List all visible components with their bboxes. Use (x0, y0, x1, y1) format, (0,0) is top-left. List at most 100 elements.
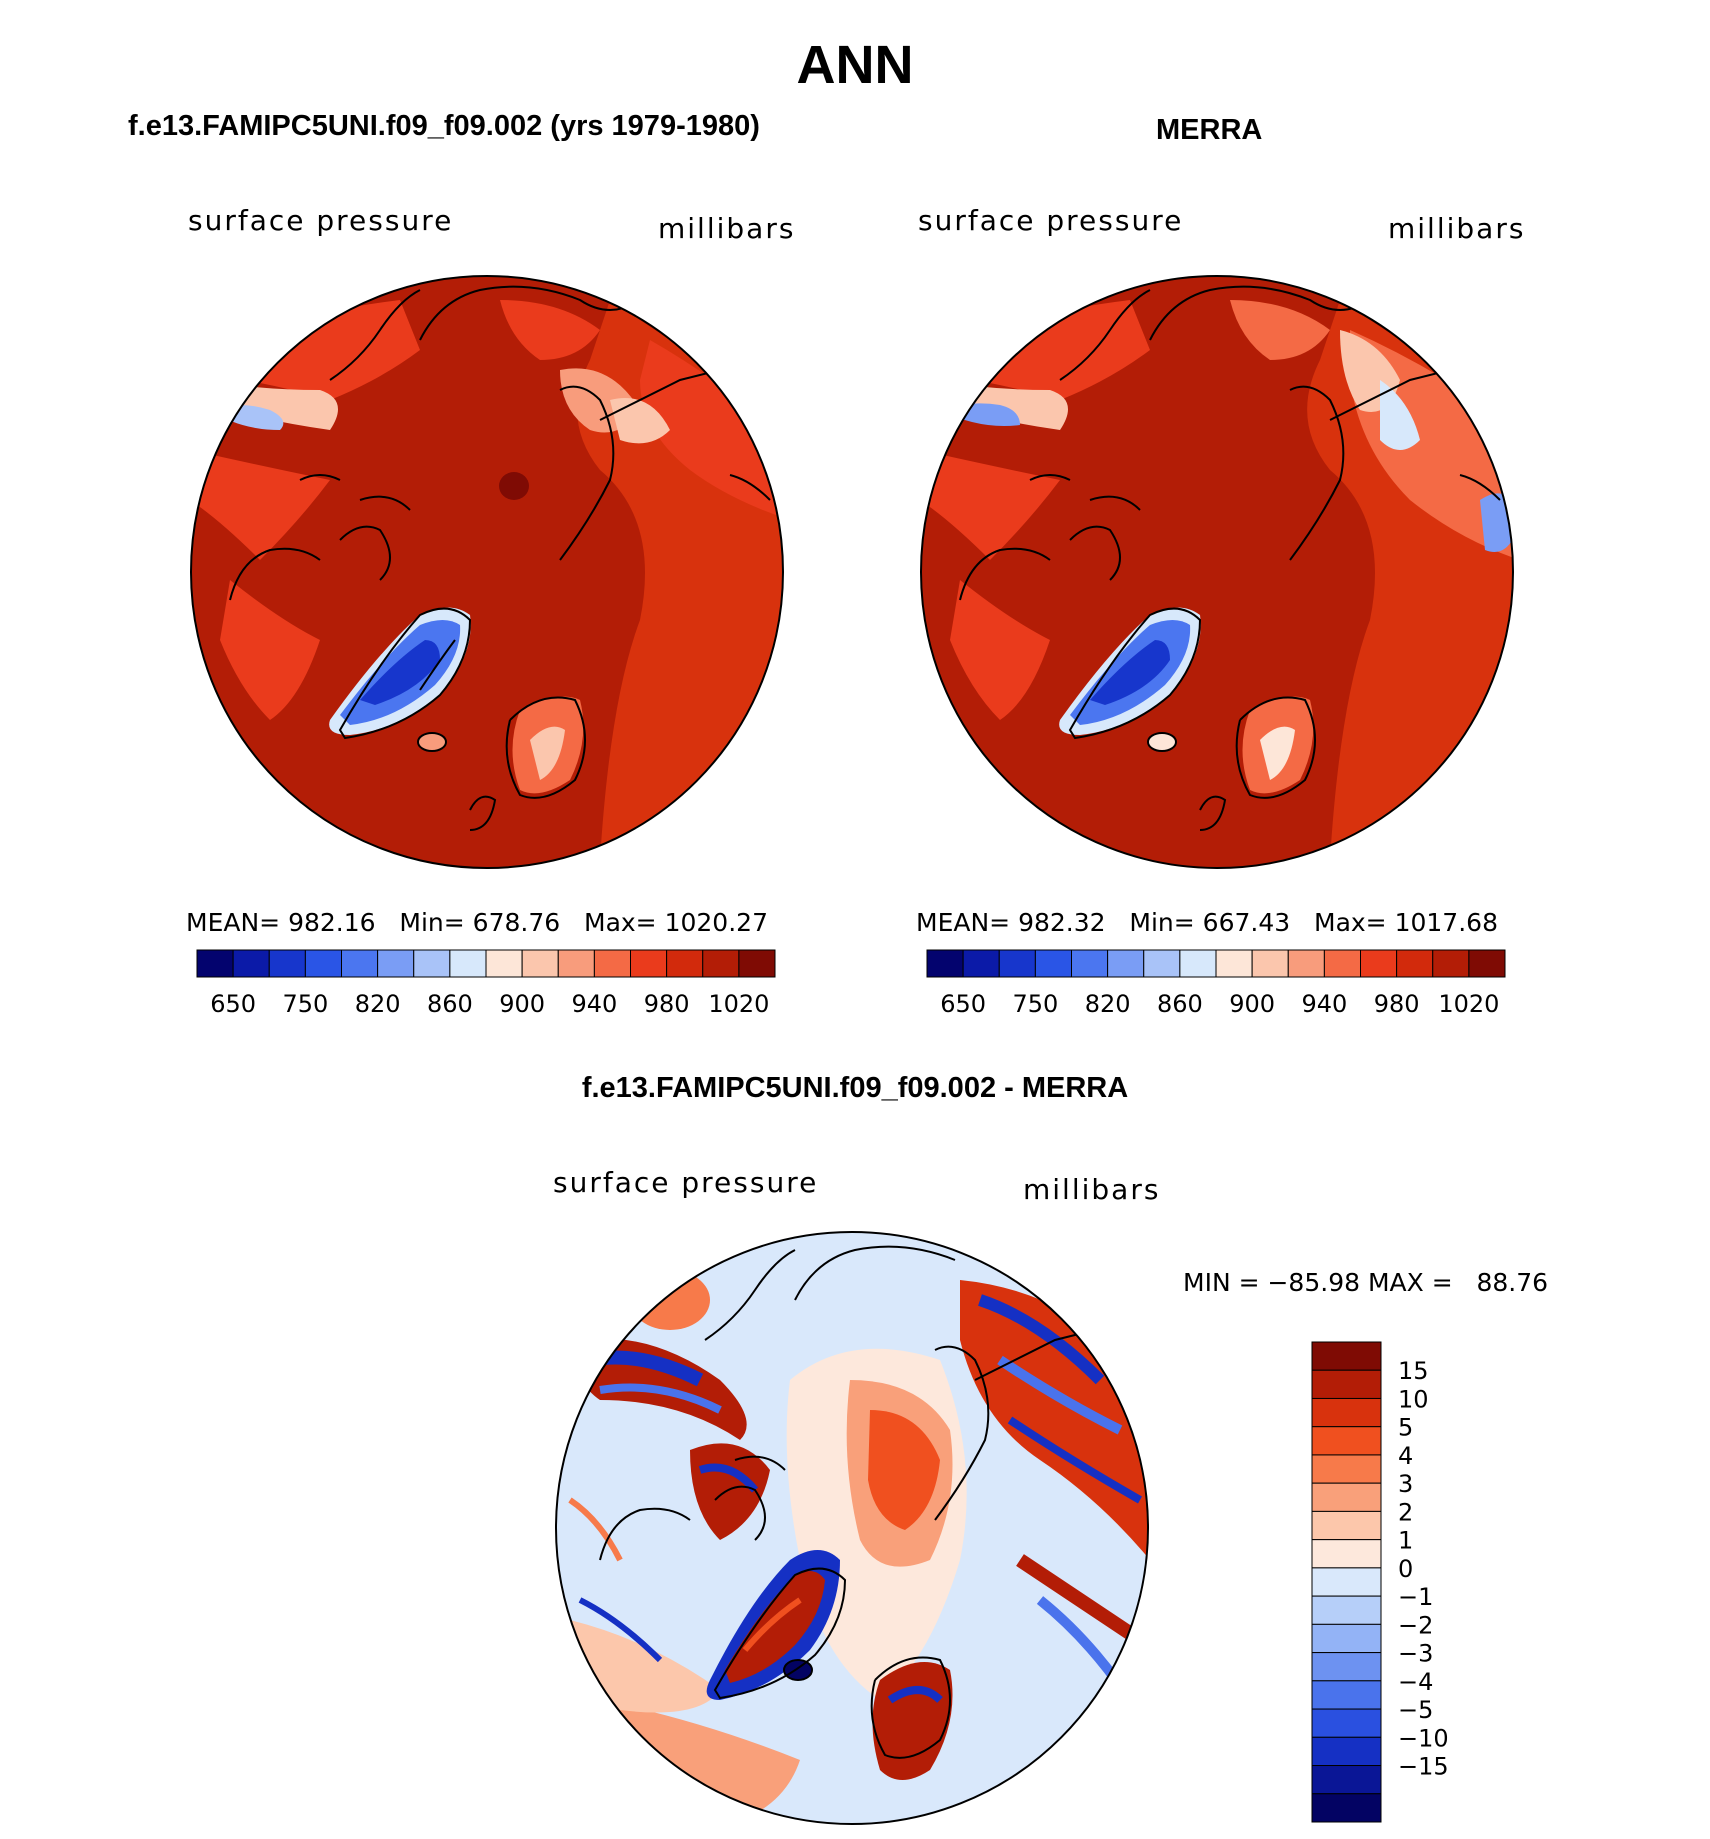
colorbar-box (413, 949, 451, 978)
colorbar-box (1034, 949, 1072, 978)
colorbar-tick-label: 4 (1398, 1442, 1413, 1470)
colorbar-tick-label: 1 (1398, 1527, 1413, 1555)
colorbar-tick-label: 820 (1085, 990, 1131, 1018)
colorbar-box (1311, 1680, 1382, 1710)
colorbar-box (1311, 1652, 1382, 1682)
figure-title: ANN (796, 35, 914, 95)
colorbar-box (232, 949, 270, 978)
panel-title-merra: MERRA (1156, 114, 1263, 146)
stats-diff: MIN = −85.98 MAX = 88.76 (1183, 1268, 1549, 1297)
colorbar-box (1311, 1708, 1382, 1738)
colorbar-box (521, 949, 559, 978)
variable-label-model: surface pressure (188, 204, 454, 237)
polar-map-merra (920, 275, 1514, 869)
colorbar-box (998, 949, 1036, 978)
colorbar-box (738, 949, 776, 978)
colorbar-tick-label: 1020 (708, 990, 769, 1018)
colorbar-box (1287, 949, 1325, 978)
polar-map-difference (555, 1231, 1149, 1825)
colorbar-box (1311, 1595, 1382, 1625)
colorbar-tick-label: −4 (1398, 1668, 1433, 1696)
variable-label-merra: surface pressure (918, 204, 1184, 237)
colorbar-box (485, 949, 523, 978)
colorbar-box (1311, 1736, 1382, 1767)
colorbar-box (1432, 949, 1470, 978)
colorbar-box (1396, 949, 1434, 978)
colorbar-tick-label: −1 (1398, 1583, 1433, 1611)
colorbar-tick-label: 980 (1374, 990, 1420, 1018)
colorbar-box (1311, 1539, 1382, 1569)
stats-model: MEAN= 982.16 Min= 678.76 Max= 1020.27 (186, 908, 768, 937)
colorbar-box (962, 949, 1000, 978)
stats-merra: MEAN= 982.32 Min= 667.43 Max= 1017.68 (916, 908, 1498, 937)
panel-title-model: f.e13.FAMIPC5UNI.f09_f09.002 (yrs 1979-1… (128, 110, 760, 142)
colorbar-box (1107, 949, 1145, 978)
units-label-merra: millibars (1388, 212, 1526, 245)
colorbar-box (630, 949, 668, 978)
colorbar-tick-label: 5 (1398, 1414, 1413, 1442)
colorbar-box (593, 949, 631, 978)
colorbar-tick-label: 940 (1301, 990, 1347, 1018)
colorbar-box (1311, 1482, 1382, 1512)
colorbar-tick-label: 860 (1157, 990, 1203, 1018)
colorbar-box (702, 949, 740, 978)
colorbar-tick-label: 980 (644, 990, 690, 1018)
colorbar-tick-label: 15 (1398, 1357, 1429, 1385)
polar-map-model (190, 275, 784, 869)
colorbar-box (1311, 1567, 1382, 1597)
colorbar-tick-label: 0 (1398, 1555, 1413, 1583)
colorbar-model: 650 750 820 860 900 940 980 1020 (196, 949, 776, 1018)
colorbar-tick-label: −15 (1398, 1753, 1449, 1781)
colorbar-tick-label: −2 (1398, 1611, 1433, 1639)
colorbar-tick-label: 650 (940, 990, 986, 1018)
colorbar-box (268, 949, 306, 978)
colorbar-box (1311, 1341, 1382, 1371)
colorbar-tick-label: −3 (1398, 1640, 1433, 1668)
colorbar-tick-label: 750 (1012, 990, 1058, 1018)
colorbar-box (449, 949, 487, 978)
variable-label-diff: surface pressure (553, 1166, 819, 1199)
colorbar-box (1311, 1623, 1382, 1654)
colorbar-box (1311, 1369, 1382, 1399)
colorbar-box (1311, 1793, 1382, 1823)
colorbar-box (1323, 949, 1361, 978)
units-label-model: millibars (658, 212, 796, 245)
colorbar-box (377, 949, 415, 978)
colorbar-tick-label: 940 (571, 990, 617, 1018)
colorbar-box (1251, 949, 1289, 978)
colorbar-box (926, 949, 964, 978)
colorbar-box (1468, 949, 1506, 978)
colorbar-box (304, 949, 342, 978)
colorbar-tick-label: 1020 (1438, 990, 1499, 1018)
colorbar-tick-label: −10 (1398, 1724, 1449, 1752)
colorbar-box (1179, 949, 1217, 978)
colorbar-box (1311, 1454, 1382, 1484)
panel-title-diff: f.e13.FAMIPC5UNI.f09_f09.002 - MERRA (581, 1072, 1129, 1104)
colorbar-tick-label: 750 (282, 990, 328, 1018)
colorbar-box (1071, 949, 1109, 978)
colorbar-tick-label: −5 (1398, 1696, 1433, 1724)
units-label-diff: millibars (1023, 1173, 1161, 1206)
colorbar-tick-label: 650 (210, 990, 256, 1018)
colorbar-tick-label: 3 (1398, 1470, 1413, 1498)
colorbar-tick-label: 820 (355, 990, 401, 1018)
colorbar-box (196, 949, 234, 978)
colorbar-box (557, 949, 595, 978)
colorbar-merra: 650 750 820 860 900 940 980 1020 (926, 949, 1506, 1018)
colorbar-box (666, 949, 704, 978)
colorbar-tick-label: 10 (1398, 1385, 1429, 1413)
colorbar-tick-label: 900 (1229, 990, 1275, 1018)
colorbar-box (1215, 949, 1253, 978)
colorbar-tick-label: 900 (499, 990, 545, 1018)
colorbar-tick-label: 2 (1398, 1498, 1413, 1526)
colorbar-box (1311, 1426, 1382, 1456)
colorbar-box (1143, 949, 1181, 978)
colorbar-box (341, 949, 379, 978)
colorbar-tick-label: 860 (427, 990, 473, 1018)
colorbar-box (1311, 1765, 1382, 1795)
colorbar-box (1360, 949, 1398, 978)
colorbar-box (1311, 1510, 1382, 1541)
colorbar-box (1311, 1397, 1382, 1428)
